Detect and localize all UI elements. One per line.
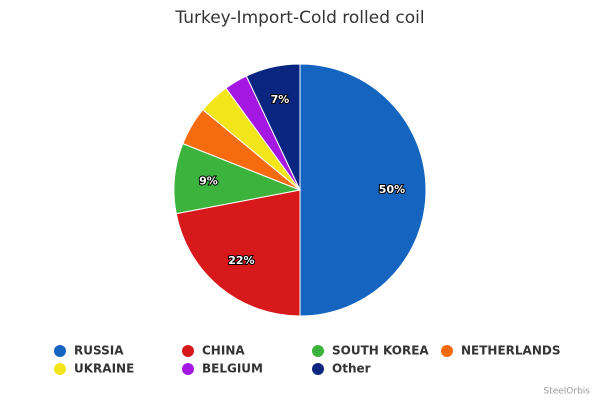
data-label: 22%: [228, 254, 254, 267]
legend-marker: [54, 345, 66, 357]
legend-label: RUSSIA: [74, 344, 124, 358]
legend-marker: [54, 363, 66, 375]
pie-slice: [245, 63, 301, 191]
chart-title: Turkey-Import-Cold rolled coil: [174, 8, 424, 28]
data-label: 9%: [199, 174, 218, 187]
legend-marker: [182, 363, 194, 375]
data-label: 50%: [379, 183, 405, 196]
pie-slice: [175, 189, 301, 317]
legend-label: SOUTH KOREA: [332, 344, 429, 358]
legend-marker: [312, 345, 324, 357]
legend-label: NETHERLANDS: [461, 344, 561, 358]
legend-marker: [312, 363, 324, 375]
legend-marker: [182, 345, 194, 357]
legend-label: Other: [332, 362, 371, 376]
pie-slice: [299, 63, 427, 317]
legend-label: CHINA: [202, 344, 245, 358]
data-label: 7%: [271, 93, 290, 106]
legend-label: BELGIUM: [202, 362, 263, 376]
legend-label: UKRAINE: [74, 362, 134, 376]
credit: SteelOrbis: [543, 387, 590, 397]
legend-marker: [441, 345, 453, 357]
